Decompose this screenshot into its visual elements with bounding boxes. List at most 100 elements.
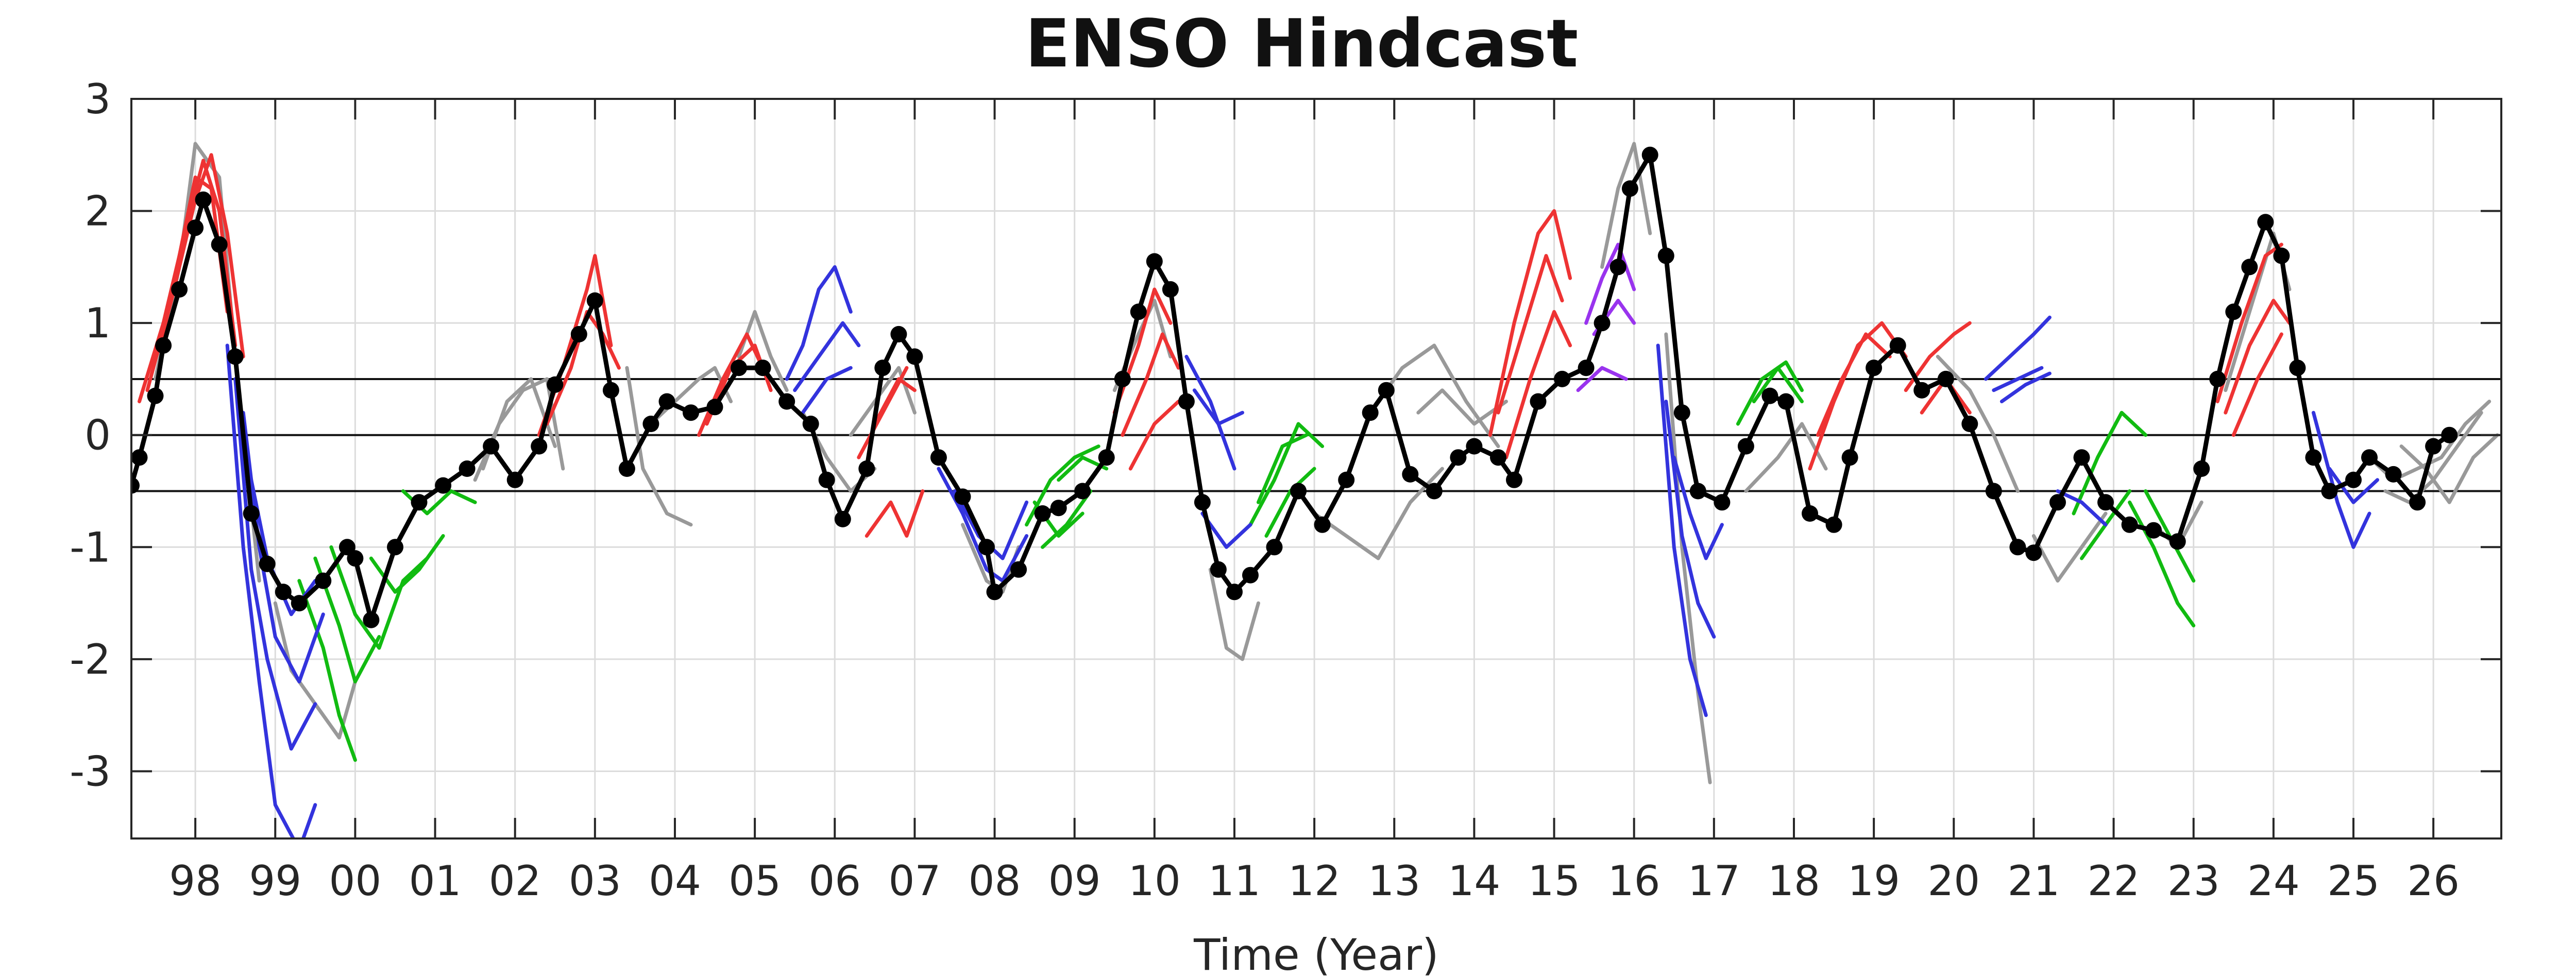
observed-point	[2305, 449, 2322, 466]
hindcast-line-gray-30	[849, 366, 917, 437]
observed-point	[1490, 449, 1506, 466]
observed-point	[275, 584, 292, 601]
observed-point	[459, 460, 476, 477]
observed-point	[1050, 500, 1067, 517]
observed-point	[706, 399, 723, 416]
observed-point	[1450, 449, 1467, 466]
hindcast-line-blue-6	[241, 410, 325, 683]
hindcast-line-red-0	[138, 159, 238, 403]
hindcast-line-green-76	[2072, 410, 2148, 516]
hindcast-line-red-40	[1128, 400, 1180, 471]
observed-line	[131, 152, 2451, 623]
observed-point	[1290, 483, 1307, 500]
x-tick-label: 00	[329, 857, 382, 905]
hindcast-line-blue-61	[1672, 455, 1724, 560]
observed-point	[259, 555, 276, 572]
hindcast-line-gray-49	[1312, 467, 1444, 560]
observed-point	[2425, 438, 2442, 455]
observed-point	[986, 584, 1003, 601]
observed-point	[147, 387, 164, 404]
y-tick-label: 1	[84, 299, 111, 347]
observed-point	[315, 572, 332, 589]
observed-point	[890, 326, 907, 343]
x-tick-label: 20	[1927, 857, 1980, 905]
observed-point	[2097, 494, 2114, 511]
observed-point	[978, 539, 995, 556]
observed-point	[2193, 460, 2210, 477]
observed-point	[1466, 438, 1483, 455]
observed-point	[2209, 370, 2226, 387]
hindcast-line-gray-45	[1208, 568, 1260, 661]
axis-ticks	[131, 98, 2501, 838]
observed-point	[1961, 416, 1978, 432]
hindcast-line-gray-70	[1936, 354, 2020, 493]
x-tick-label: 22	[2088, 857, 2140, 905]
hindcast-line-green-46	[1248, 422, 1325, 527]
y-tick-label: 0	[84, 412, 111, 459]
x-tick-label: 07	[889, 857, 941, 905]
hindcast-line-blue-73	[1999, 371, 2052, 403]
hindcast-line-blue-43	[1192, 388, 1244, 426]
observed-point	[2409, 494, 2426, 511]
x-tick-label: 26	[2407, 857, 2460, 905]
observed-point	[131, 449, 148, 466]
hindcast-line-red-52	[1488, 209, 1572, 437]
observed-point	[858, 460, 875, 477]
hindcast-line-blue-75	[2056, 489, 2108, 527]
observed-point	[1074, 483, 1091, 500]
observed-point	[2073, 449, 2090, 466]
observed-point	[2361, 449, 2378, 466]
observed-point	[1985, 483, 2002, 500]
hindcast-line-gray-51	[1416, 388, 1508, 426]
observed-point	[1761, 387, 1778, 404]
hindcast-line-blue-71	[1984, 315, 2052, 381]
observed-point	[1825, 516, 1842, 533]
hindcast-line-gray-89	[2399, 433, 2499, 504]
x-tick-label: 01	[409, 857, 462, 905]
x-tick-label: 13	[1368, 857, 1420, 905]
observed-point	[1162, 281, 1179, 298]
observed-point	[2145, 522, 2162, 539]
observed-point	[1338, 471, 1355, 488]
observed-point	[1530, 393, 1547, 410]
hindcast-line-blue-85	[2311, 410, 2371, 549]
observed-point	[2121, 516, 2138, 533]
hindcast-line-red-2	[161, 175, 229, 336]
hindcast-line-blue-24	[793, 321, 861, 392]
observed-point	[2345, 471, 2362, 488]
observed-point	[2009, 539, 2026, 556]
observed-point	[547, 376, 564, 393]
hindcast-line-gray-74	[2031, 511, 2108, 583]
observed-point	[1841, 449, 1858, 466]
x-tick-label: 11	[1208, 857, 1261, 905]
hindcast-series	[138, 142, 2499, 838]
observed-point	[1314, 516, 1331, 533]
observed-point	[2241, 259, 2258, 276]
x-tick-label: 08	[969, 857, 1021, 905]
observed-point	[778, 393, 795, 410]
observed-point	[1609, 259, 1626, 276]
hindcast-line-gray-62	[1664, 332, 1712, 784]
observed-point	[642, 416, 659, 432]
x-tick-label: 15	[1528, 857, 1581, 905]
observed-point	[1242, 567, 1259, 584]
observed-point	[387, 539, 403, 556]
observed-point	[2289, 359, 2306, 376]
observed-point	[1621, 180, 1638, 197]
hindcast-line-green-12	[369, 534, 445, 594]
hindcast-line-red-27	[865, 489, 925, 538]
observed-point	[2225, 303, 2242, 320]
observed-point	[155, 337, 172, 354]
observed-point	[930, 449, 947, 466]
observed-point	[1378, 382, 1395, 399]
hindcast-line-green-35	[1025, 444, 1100, 527]
observed-point	[2441, 426, 2458, 443]
observed-point	[1130, 303, 1147, 320]
observed-point	[874, 359, 891, 376]
observed-point	[227, 348, 244, 365]
plot-frame	[130, 98, 2502, 840]
observed-point	[731, 359, 748, 376]
hindcast-line-blue-72	[1992, 366, 2044, 392]
observed-point	[506, 471, 523, 488]
